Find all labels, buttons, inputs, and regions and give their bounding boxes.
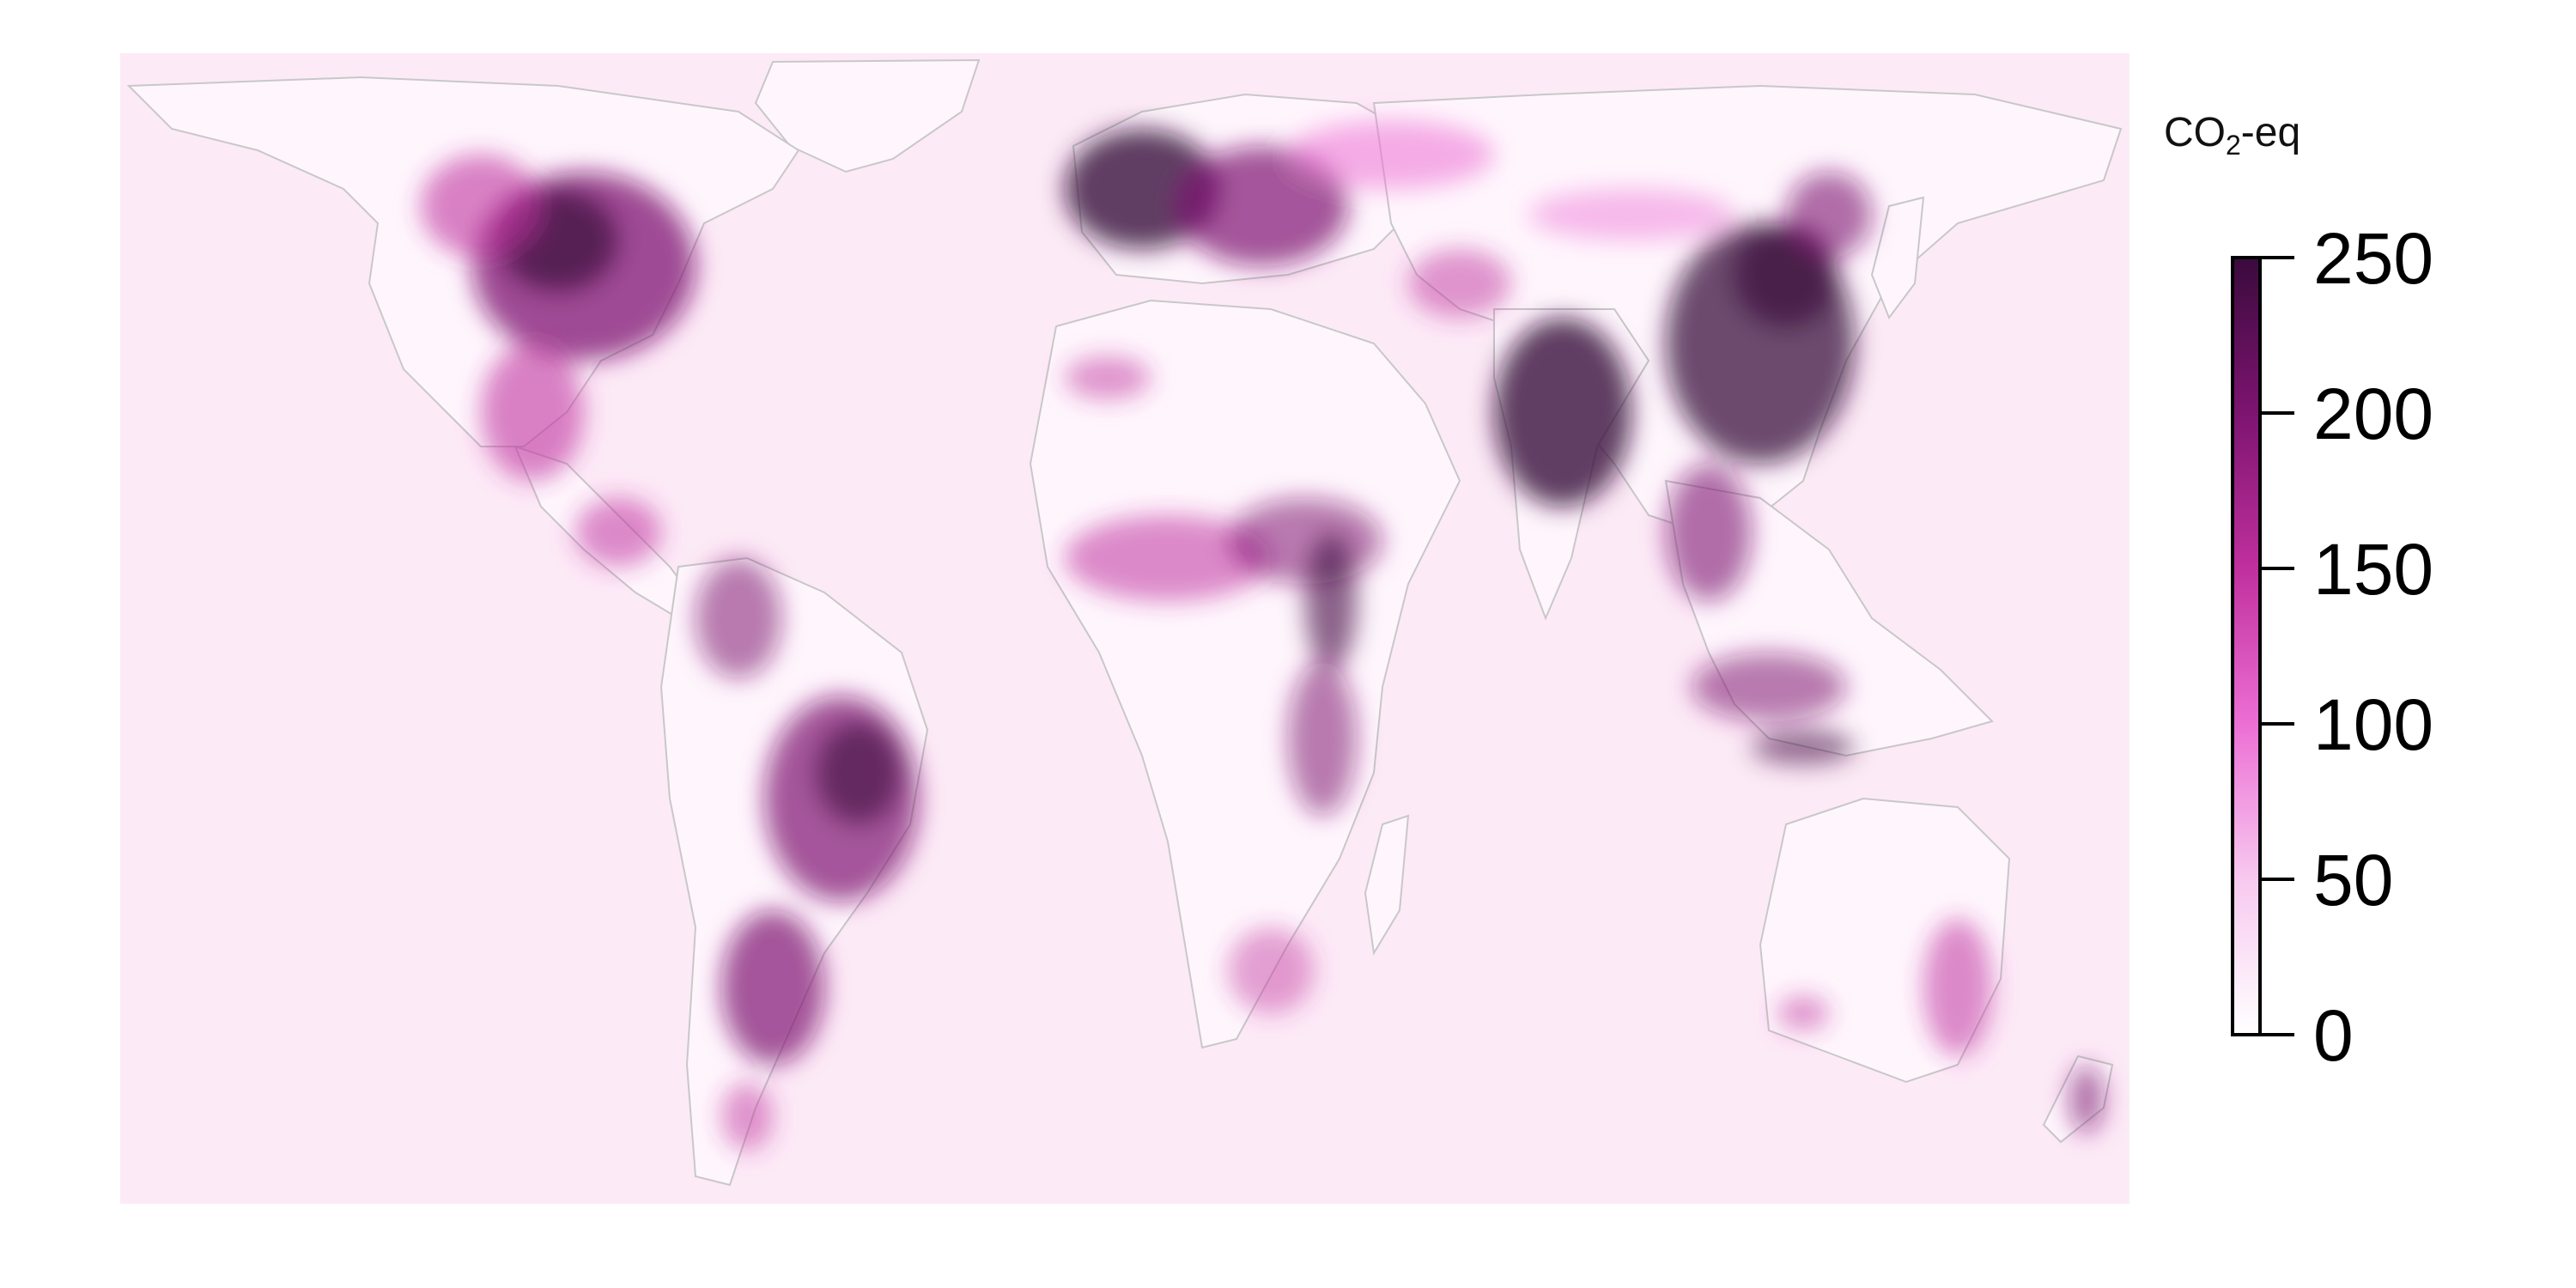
colorbar-tick-label: 100	[2313, 684, 2433, 765]
legend-title: CO2-eq	[2164, 110, 2300, 161]
colorbar-tick-label: 0	[2313, 995, 2354, 1076]
emission-heat-layer	[421, 120, 2104, 1151]
land-madagascar	[1364, 814, 1410, 956]
colorbar-tick-label: 150	[2313, 529, 2433, 610]
colorbar-tick-label: 200	[2313, 374, 2433, 454]
land-greenland	[754, 58, 981, 173]
colorbar-ticks: 0 50 100 150 200 250	[2260, 218, 2433, 1076]
colorbar	[2231, 256, 2262, 1036]
land-japan	[1870, 196, 1925, 320]
colorbar-tick-label: 250	[2313, 218, 2433, 299]
colorbar-legend: CO2-eq 0 50 100 150 200 250	[2164, 110, 2433, 1076]
land-africa	[1029, 299, 1461, 1049]
colorbar-tick-label: 50	[2313, 840, 2393, 920]
